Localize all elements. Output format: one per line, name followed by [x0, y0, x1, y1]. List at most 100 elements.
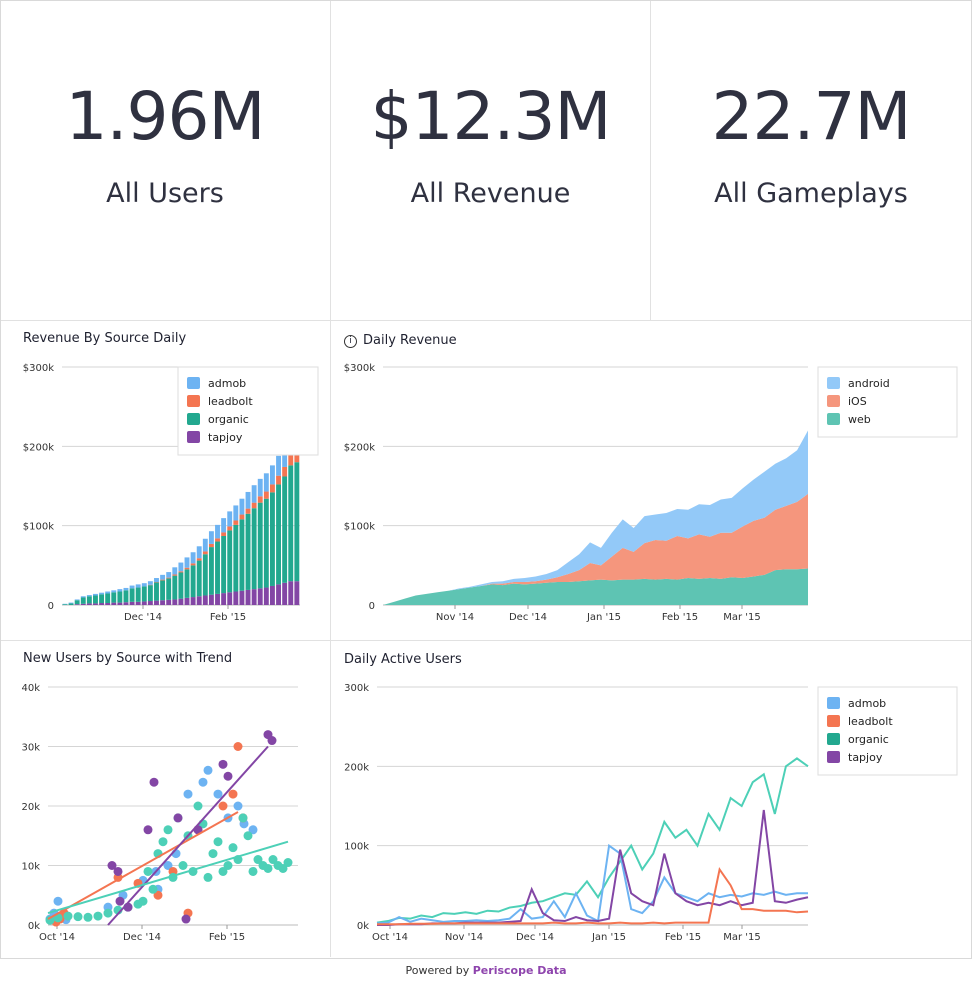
bar-leadbolt: [227, 526, 233, 531]
bar-organic: [80, 597, 86, 604]
bar-organic: [227, 530, 233, 593]
point-organic: [63, 911, 73, 921]
periscope-link[interactable]: Periscope Data: [472, 964, 567, 977]
legend-swatch: [187, 431, 200, 443]
bar-tapjoy: [263, 587, 269, 605]
point-leadbolt: [228, 789, 238, 799]
bar-leadbolt: [239, 514, 245, 520]
bar-admob: [196, 546, 202, 559]
legend-box: [177, 366, 319, 456]
x-tick-label: Oct '14: [39, 932, 75, 943]
bar-tapjoy: [251, 589, 257, 605]
legend-swatch: [827, 733, 840, 745]
info-icon[interactable]: i: [344, 335, 357, 348]
point-tapjoy: [267, 736, 277, 746]
point-organic: [45, 915, 55, 925]
bar-organic: [288, 465, 294, 582]
bar-organic: [202, 554, 208, 596]
point-leadbolt: [233, 742, 243, 751]
bar-tapjoy: [245, 589, 251, 605]
bar-tapjoy: [294, 581, 300, 605]
point-admob: [198, 777, 208, 787]
x-tick-label: Nov '14: [436, 612, 474, 623]
bar-admob: [129, 585, 135, 589]
y-tick-label: $100k: [344, 522, 375, 533]
point-organic: [238, 813, 248, 823]
point-admob: [213, 789, 223, 799]
bar-leadbolt: [263, 491, 269, 499]
bar-leadbolt: [166, 577, 172, 579]
bar-organic: [239, 519, 245, 591]
bar-admob: [190, 552, 196, 564]
line-tapjoy: [377, 809, 809, 926]
bar-organic: [62, 604, 68, 605]
bar-admob: [202, 538, 208, 552]
point-tapjoy: [107, 861, 117, 870]
kpi-value: $12.3M: [370, 78, 612, 155]
bar-leadbolt: [294, 451, 300, 463]
bar-organic: [269, 492, 275, 586]
area-iOS: [383, 493, 808, 605]
bar-admob: [269, 465, 275, 485]
bar-tapjoy: [147, 601, 153, 605]
kpi-tile-gameplays[interactable]: 22.7M All Gameplays: [651, 0, 971, 320]
legend-box: [817, 686, 958, 776]
line-leadbolt: [377, 866, 809, 926]
point-organic: [228, 843, 238, 853]
bar-leadbolt: [288, 455, 294, 466]
bar-organic: [123, 590, 129, 603]
bar-leadbolt: [245, 508, 251, 514]
kpi-tile-revenue[interactable]: $12.3M All Revenue: [331, 0, 650, 320]
bar-leadbolt: [276, 475, 281, 485]
kpi-label: All Revenue: [410, 178, 571, 209]
kpi-tile-users[interactable]: 1.96M All Users: [0, 0, 330, 320]
x-tick-label: Feb '15: [210, 612, 246, 623]
line-admob: [376, 843, 808, 925]
point-organic: [253, 855, 263, 865]
point-organic: [243, 831, 253, 841]
legend-label: tapjoy: [208, 431, 243, 444]
legend-label: leadbolt: [848, 715, 893, 728]
point-organic: [148, 884, 158, 894]
bar-tapjoy: [221, 593, 227, 605]
bar-tapjoy: [208, 594, 214, 605]
point-organic: [223, 861, 233, 870]
area-web: [383, 568, 808, 605]
bar-tapjoy: [111, 602, 117, 605]
bar-tapjoy: [172, 599, 178, 605]
bar-organic: [294, 462, 300, 582]
bar-organic: [196, 560, 202, 597]
point-organic: [248, 866, 258, 876]
legend-label: admob: [208, 377, 246, 390]
daily-revenue-chart[interactable]: $300k $200k $100k 0 Nov '14 Dec '14 Jan '15 Feb…: [331, 355, 971, 635]
bar-admob: [123, 587, 129, 591]
bar-admob: [178, 562, 184, 572]
bar-organic: [68, 603, 74, 605]
y-tick-label: 30k: [21, 743, 40, 754]
bar-admob: [257, 478, 263, 497]
bar-tapjoy: [160, 600, 166, 605]
bar-admob: [135, 584, 141, 588]
legend-label: admob: [848, 697, 886, 710]
legend-label: organic: [208, 413, 249, 426]
point-admob: [53, 896, 63, 906]
bar-admob: [282, 446, 288, 467]
bar-leadbolt: [202, 551, 208, 555]
point-organic: [83, 912, 93, 922]
bar-tapjoy: [184, 597, 190, 605]
point-tapjoy: [223, 771, 233, 781]
bar-organic: [166, 578, 172, 600]
legend-swatch: [187, 413, 200, 425]
revenue-by-source-chart[interactable]: $300k $200k $100k 0 Dec '14 Feb '15 admob leadb…: [0, 355, 330, 635]
bar-tapjoy: [93, 603, 98, 605]
point-tapjoy: [143, 825, 153, 835]
legend-label: web: [848, 413, 871, 426]
bar-tapjoy: [86, 603, 92, 605]
bar-tapjoy: [74, 604, 80, 605]
footer: Powered by Periscope Data: [0, 964, 972, 977]
bar-admob: [141, 583, 147, 587]
legend-swatch: [187, 377, 200, 389]
bar-admob: [80, 596, 86, 598]
